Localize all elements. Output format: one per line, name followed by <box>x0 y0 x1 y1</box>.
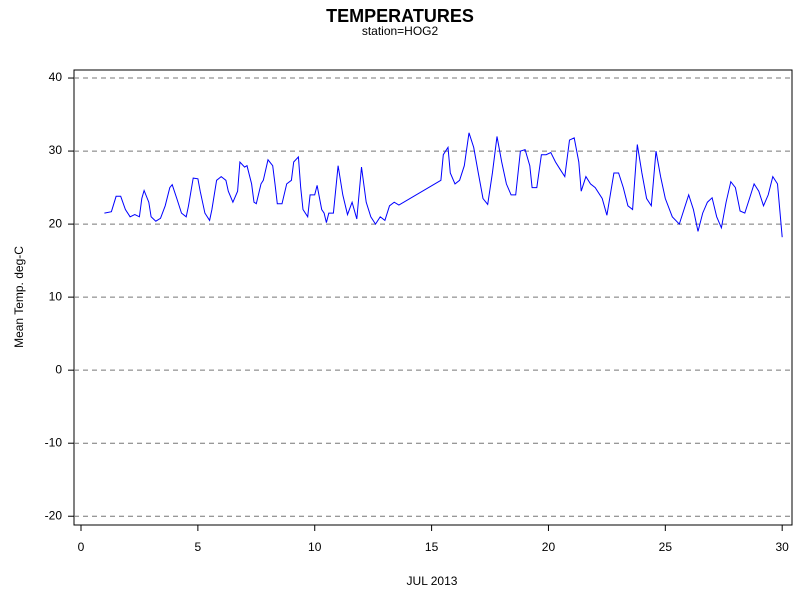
chart-title: TEMPERATURES <box>326 6 474 26</box>
y-axis-label: Mean Temp. deg-C <box>12 246 26 348</box>
x-axis-label: JUL 2013 <box>407 574 458 588</box>
x-tick-label: 10 <box>308 540 322 554</box>
plot-frame <box>73 69 793 526</box>
y-tick-label: 0 <box>55 362 62 376</box>
y-tick-label: 30 <box>49 143 63 157</box>
x-tick-label: 20 <box>542 540 556 554</box>
x-tick-label: 0 <box>78 540 85 554</box>
y-tick-label: -10 <box>45 435 63 449</box>
x-tick-label: 15 <box>425 540 439 554</box>
x-tick-label: 25 <box>659 540 673 554</box>
x-tick-label: 30 <box>776 540 790 554</box>
x-tick-label: 5 <box>195 540 202 554</box>
temperature-line <box>104 132 783 238</box>
y-tick-label: -20 <box>45 508 63 522</box>
chart-subtitle: station=HOG2 <box>362 24 439 38</box>
y-tick-label: 40 <box>49 70 63 84</box>
y-tick-label: 10 <box>49 289 63 303</box>
y-tick-label: 20 <box>49 216 63 230</box>
